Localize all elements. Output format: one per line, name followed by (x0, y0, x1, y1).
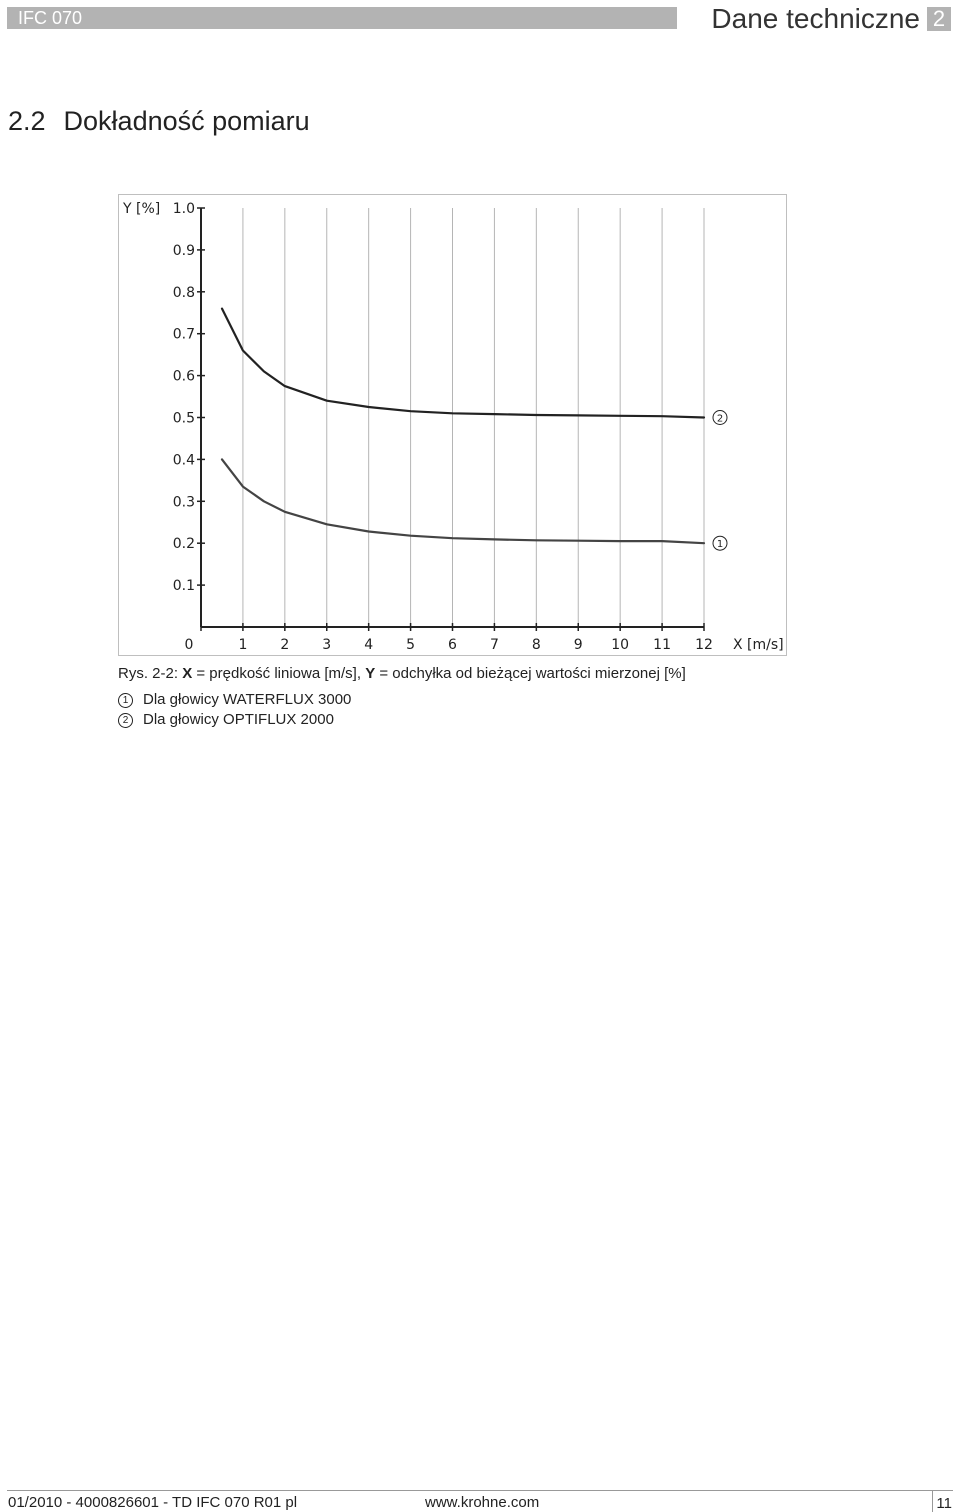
footer-url[interactable]: www.krohne.com (425, 1494, 540, 1511)
x-axis-label: X [m/s] (733, 637, 784, 653)
caption-y-key: Y (365, 665, 376, 682)
y-tick-label: 0.3 (173, 494, 195, 510)
x-tick-label: 10 (611, 637, 629, 653)
legend-label: Dla głowicy WATERFLUX 3000 (143, 691, 352, 708)
legend-number: 1 (118, 693, 133, 708)
x-tick-label: 8 (532, 637, 541, 653)
chapter-number: 2 (927, 7, 951, 31)
y-tick-label: 0.7 (173, 327, 195, 343)
y-tick-label: 0.2 (173, 536, 195, 552)
x-tick-label: 11 (653, 637, 671, 653)
series-label-2: 2 (717, 414, 723, 425)
x-tick-label: 12 (695, 637, 713, 653)
x-tick-label: 0 (185, 637, 194, 653)
x-tick-label: 3 (322, 637, 331, 653)
footer-divider (7, 1490, 953, 1491)
y-tick-label: 0.9 (173, 243, 195, 259)
accuracy-chart: 0 1 2 3 4 5 6 7 8 9 10 11 120.10.20.30.40.50.60.70.8… (122, 201, 784, 653)
y-tick-label: 0.8 (173, 285, 195, 301)
page-number: 11 (936, 1495, 952, 1512)
footer-doc-id: 01/2010 - 4000826601 - TD IFC 070 R01 pl (8, 1494, 298, 1511)
chart-frame: 0 1 2 3 4 5 6 7 8 9 10 11 12 0.1 0.2 0.3 0.4 0.5 0.6 0.7 0.8… (118, 194, 787, 656)
section-text: Dokładność pomiaru (63, 106, 310, 136)
y-tick-label: 0.1 (173, 578, 195, 594)
legend-number: 2 (118, 713, 133, 728)
y-axis-label: Y [%] (122, 201, 160, 217)
header-bar (7, 7, 677, 29)
caption-x-text: = prędkość liniowa [m/s], (192, 665, 366, 682)
y-tick-label: 0.5 (173, 411, 195, 427)
caption-prefix: Rys. 2-2: (118, 665, 183, 682)
series-line-1 (220, 458, 706, 545)
header-title: Dane techniczne (711, 3, 920, 34)
x-tick-label: 2 (280, 637, 289, 653)
series-label-1: 1 (717, 539, 723, 550)
y-tick-label: 0.6 (173, 369, 195, 385)
section-number: 2.2 (8, 106, 46, 136)
series-marker-2 (712, 410, 728, 425)
header-product: IFC 070 (18, 8, 83, 28)
x-tick-label: 5 (406, 637, 415, 653)
series-marker-1 (712, 535, 728, 551)
series-line-2 (220, 307, 706, 419)
section-title: 2.2 Dokładność pomiaru (8, 106, 310, 137)
x-tick-label: 1 (238, 637, 247, 653)
caption-y-text: = odchyłka od bieżącej wartości mierzone… (375, 665, 686, 682)
legend-list: 1 Dla głowicy WATERFLUX 3000 2 Dla głowicy… (118, 690, 351, 730)
y-tick-label: 0.4 (173, 452, 195, 468)
footer-page-divider (932, 1490, 933, 1512)
y-tick-label: 1.0 (173, 201, 195, 217)
legend-item: 1 Dla głowicy WATERFLUX 3000 (118, 690, 351, 710)
caption-x-key: X (182, 665, 193, 682)
figure-caption: Rys. 2-2: X = prędkość liniowa [m/s], Y … (118, 664, 686, 684)
x-tick-label: 7 (490, 637, 499, 653)
x-tick-label: 9 (574, 637, 583, 653)
x-tick-label: 4 (364, 637, 373, 653)
x-tick-label: 6 (448, 637, 457, 653)
legend-label: Dla głowicy OPTIFLUX 2000 (143, 711, 334, 728)
legend-item: 2 Dla głowicy OPTIFLUX 2000 (118, 710, 351, 730)
